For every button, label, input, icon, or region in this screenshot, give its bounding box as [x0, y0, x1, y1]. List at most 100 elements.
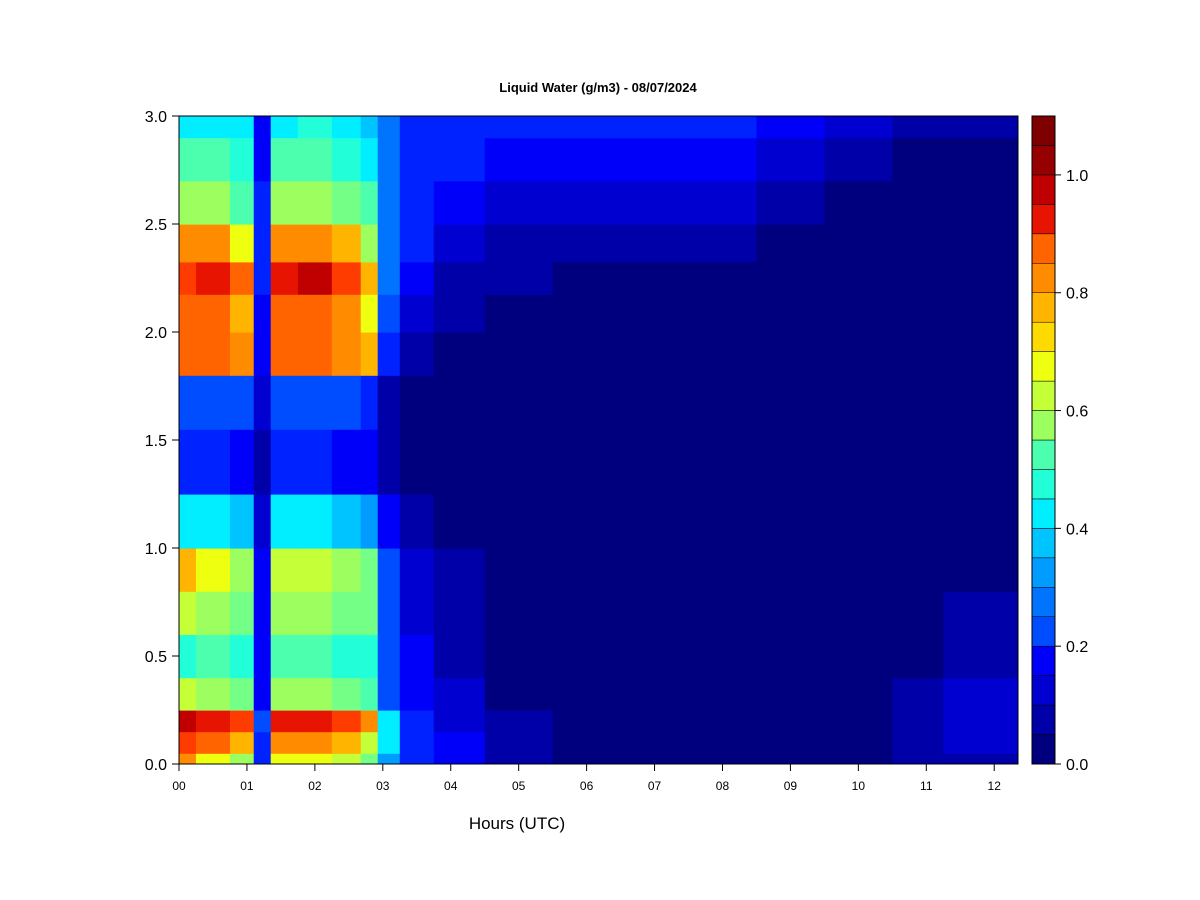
heatmap-cell [229, 429, 255, 495]
heatmap-cell [484, 224, 554, 263]
heatmap-cell [331, 375, 362, 430]
heatmap-cell [620, 180, 690, 225]
heatmap-cell [360, 261, 379, 295]
heatmap-cell [270, 375, 299, 430]
heatmap-cell [195, 677, 231, 711]
heatmap-cell [552, 332, 622, 376]
heatmap-cell [824, 710, 893, 733]
heatmap-cell [179, 375, 197, 430]
heatmap-cell [688, 591, 758, 635]
heatmap-cell [377, 548, 401, 592]
x-tick-label: 03 [376, 779, 390, 793]
x-tick-label: 12 [988, 779, 1002, 793]
heatmap-cell [824, 137, 893, 182]
x-tick-label: 02 [308, 779, 322, 793]
y-tick-label: 3.0 [145, 109, 167, 126]
heatmap-cell [377, 137, 401, 182]
heatmap-cell [360, 137, 379, 182]
heatmap-cell [977, 429, 1007, 495]
heatmap-cell [377, 180, 401, 225]
heatmap-cell [270, 294, 299, 333]
heatmap-cell [195, 294, 231, 333]
heatmap-cell [688, 116, 758, 139]
heatmap-cell [253, 494, 272, 549]
heatmap-cell [297, 224, 333, 263]
heatmap-cell [1006, 753, 1018, 764]
heatmap-cell [552, 731, 622, 754]
heatmap-cell [824, 548, 893, 592]
colorbar-swatch [1031, 204, 1056, 235]
heatmap-cell [433, 224, 486, 263]
heatmap-cell [620, 548, 690, 592]
heatmap-cell [433, 677, 486, 711]
heatmap-cell [360, 710, 379, 733]
x-tick-label: 00 [172, 779, 186, 793]
heatmap-cell [552, 180, 622, 225]
heatmap-cell [433, 753, 486, 764]
heatmap-cell [270, 494, 299, 549]
heatmap-cell [270, 116, 299, 139]
heatmap-cell [620, 294, 690, 333]
heatmap-cell [399, 494, 435, 549]
heatmap-cell [620, 634, 690, 679]
heatmap-cell [484, 677, 554, 711]
heatmap-cell [1006, 494, 1018, 549]
heatmap-cell [552, 548, 622, 592]
heatmap-cell [892, 294, 944, 333]
heatmap-cell [331, 677, 362, 711]
heatmap-cell [1006, 137, 1018, 182]
heatmap-cell [195, 224, 231, 263]
heatmap-cell [892, 375, 944, 430]
heatmap-cell [756, 710, 825, 733]
colorbar-swatch [1031, 587, 1056, 617]
heatmap-cell [297, 375, 333, 430]
heatmap-cell [756, 548, 825, 592]
heatmap-cell [620, 429, 690, 495]
heatmap-cell [688, 634, 758, 679]
heatmap-cell [195, 429, 231, 495]
heatmap-cell [270, 224, 299, 263]
heatmap-cell [892, 591, 944, 635]
heatmap-cell [195, 591, 231, 635]
heatmap-cell [484, 137, 554, 182]
heatmap-cell [270, 634, 299, 679]
heatmap-cell [331, 731, 362, 754]
heatmap-cell [331, 710, 362, 733]
heatmap-cell [253, 731, 272, 754]
heatmap-cell [297, 494, 333, 549]
heatmap-cell [179, 137, 197, 182]
heatmap-cell [433, 591, 486, 635]
heatmap-cell [331, 548, 362, 592]
heatmap-cell [179, 261, 197, 295]
colorbar-swatch [1031, 439, 1056, 470]
colorbar-tick-label: 0.2 [1066, 639, 1088, 656]
colorbar-tick-label: 0.8 [1066, 286, 1088, 303]
heatmap-cell [824, 261, 893, 295]
colorbar-swatch [1031, 645, 1056, 676]
heatmap-cell [1006, 332, 1018, 376]
heatmap-cell [552, 677, 622, 711]
heatmap-cell [824, 591, 893, 635]
heatmap-cell [943, 634, 978, 679]
heatmap-cell [179, 224, 197, 263]
heatmap-cell [484, 494, 554, 549]
colorbar-frame [1031, 115, 1056, 765]
heatmap-cell [377, 731, 401, 754]
heatmap-cell [688, 224, 758, 263]
heatmap-cell [552, 591, 622, 635]
heatmap-cell [892, 753, 944, 764]
heatmap-cell [360, 548, 379, 592]
colorbar-swatch [1031, 263, 1056, 293]
heatmap-cell [756, 429, 825, 495]
heatmap-cell [229, 224, 255, 263]
heatmap-cell [1006, 677, 1018, 711]
heatmap-cell [270, 429, 299, 495]
heatmap-cell [179, 294, 197, 333]
heatmap-cell [1006, 261, 1018, 295]
heatmap-cell [331, 294, 362, 333]
colorbar-swatch [1031, 734, 1056, 765]
heatmap-cell [756, 677, 825, 711]
heatmap-cell [756, 180, 825, 225]
heatmap-cell [360, 224, 379, 263]
heatmap-cell [552, 753, 622, 764]
